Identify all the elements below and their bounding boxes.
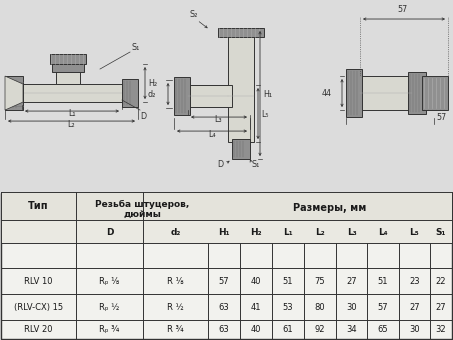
Text: Rₚ ⅛: Rₚ ⅛ [99, 276, 120, 286]
Text: 57: 57 [219, 276, 229, 286]
Text: D: D [140, 112, 146, 121]
Text: 51: 51 [283, 276, 293, 286]
Text: H₁: H₁ [263, 89, 272, 99]
Bar [232, 139, 250, 159]
Text: 65: 65 [378, 325, 388, 334]
Text: 23: 23 [409, 276, 420, 286]
Text: 30: 30 [409, 325, 420, 334]
Text: D: D [106, 227, 113, 237]
Text: R ½: R ½ [167, 303, 184, 311]
Text: 40: 40 [251, 276, 261, 286]
Text: 30: 30 [346, 303, 357, 311]
Text: 80: 80 [315, 303, 325, 311]
Bar [408, 72, 426, 114]
Bar [1, 220, 452, 243]
Text: L₂: L₂ [315, 227, 325, 237]
Text: 32: 32 [436, 325, 446, 334]
Bar [218, 28, 264, 37]
Bar [1, 192, 452, 220]
Polygon shape [188, 85, 228, 107]
Text: S₂: S₂ [190, 10, 198, 19]
Bar [360, 76, 412, 110]
Text: S₁: S₁ [436, 227, 446, 237]
Text: L₁: L₁ [68, 109, 76, 118]
Text: D: D [217, 160, 223, 169]
Text: 61: 61 [283, 325, 293, 334]
Text: 34: 34 [346, 325, 357, 334]
Text: d₂: d₂ [170, 227, 181, 237]
Bar [52, 64, 84, 72]
Text: L₅: L₅ [410, 227, 419, 237]
Text: L₂: L₂ [67, 120, 75, 129]
Text: L₄: L₄ [208, 130, 216, 139]
Text: L₁: L₁ [283, 227, 293, 237]
Text: H₁: H₁ [218, 227, 230, 237]
Text: L₃: L₃ [347, 227, 357, 237]
Text: H₂: H₂ [250, 227, 262, 237]
Text: 44: 44 [322, 88, 332, 98]
Text: (RLV-CX) 15: (RLV-CX) 15 [14, 303, 63, 311]
Text: 22: 22 [436, 276, 446, 286]
Polygon shape [5, 76, 23, 110]
Bar [122, 79, 138, 107]
Text: R ¾: R ¾ [167, 325, 184, 334]
Bar [228, 32, 254, 142]
Text: L₅: L₅ [261, 109, 269, 119]
Text: 41: 41 [251, 303, 261, 311]
Text: 57: 57 [397, 5, 407, 14]
Text: S₁: S₁ [252, 160, 260, 169]
Bar [22, 84, 122, 102]
Text: RLV 20: RLV 20 [24, 325, 53, 334]
Text: S₁: S₁ [131, 43, 140, 52]
Text: R ⅛: R ⅛ [167, 276, 184, 286]
Text: 27: 27 [346, 276, 357, 286]
Bar [50, 54, 86, 64]
Text: L₃: L₃ [214, 115, 222, 124]
Text: 27: 27 [409, 303, 420, 311]
Text: Тип: Тип [28, 201, 49, 211]
Text: H₂: H₂ [148, 79, 157, 87]
Text: Rₚ ¾: Rₚ ¾ [99, 325, 120, 334]
Text: 92: 92 [315, 325, 325, 334]
Text: Резьба штуцеров,: Резьба штуцеров, [95, 200, 189, 209]
Text: d₂: d₂ [148, 89, 156, 99]
Bar [188, 85, 232, 107]
Text: 51: 51 [378, 276, 388, 286]
Text: RLV 10: RLV 10 [24, 276, 53, 286]
Text: Rₚ ½: Rₚ ½ [99, 303, 120, 311]
Text: 75: 75 [315, 276, 325, 286]
Bar [422, 76, 448, 110]
Text: 63: 63 [219, 303, 229, 311]
Bar [5, 76, 23, 110]
Text: 27: 27 [436, 303, 446, 311]
Text: Размеры, мм: Размеры, мм [293, 203, 366, 213]
Text: L₄: L₄ [378, 227, 388, 237]
Bar [56, 68, 80, 84]
Text: 63: 63 [219, 325, 229, 334]
Text: 57: 57 [436, 113, 446, 122]
Text: дюймы: дюймы [123, 209, 161, 219]
Bar [174, 77, 190, 115]
Text: 40: 40 [251, 325, 261, 334]
Text: 53: 53 [283, 303, 293, 311]
Text: 57: 57 [378, 303, 388, 311]
Bar [346, 69, 362, 117]
